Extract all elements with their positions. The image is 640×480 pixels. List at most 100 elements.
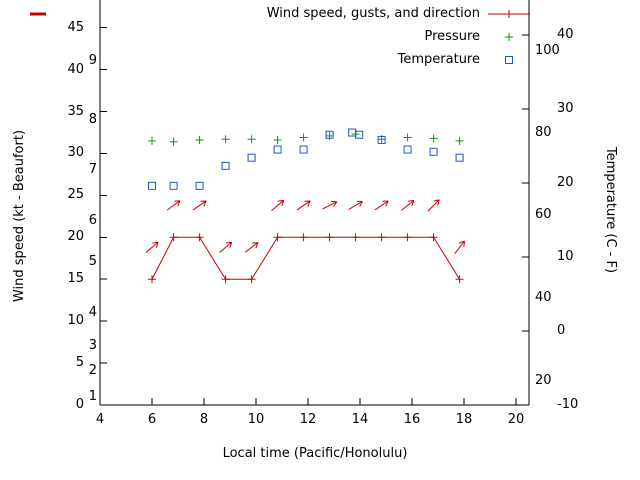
x-tick-label: 18: [455, 412, 473, 427]
right-y-tick-label: 10: [557, 248, 574, 264]
left-y-axis-title: Wind speed (kt - Beaufort): [12, 129, 27, 303]
beaufort-scale-label: 9: [88, 53, 97, 69]
pressure-point: [221, 135, 230, 144]
left-y-tick-label: 20: [67, 229, 84, 245]
temperature-point: [325, 130, 334, 139]
wind-direction-arrow: [374, 200, 389, 211]
right-y-tick-label: 30: [557, 100, 574, 116]
legend-sample-temperature-marker: [505, 56, 513, 64]
pressure-point: [403, 133, 412, 142]
temperature-point: [455, 153, 464, 162]
beaufort-scale-label: 3: [88, 338, 97, 354]
beaufort-scale-label: 7: [88, 162, 97, 178]
wind-direction-arrow: [244, 242, 259, 253]
fahrenheit-scale-label: 80: [535, 125, 552, 141]
wind-point: [273, 233, 282, 242]
wind-point: [351, 233, 360, 242]
pressure-point: [148, 136, 156, 145]
fahrenheit-scale-label: 40: [535, 290, 552, 306]
temperature-point: [148, 181, 156, 190]
left-y-tick-label: 40: [67, 61, 84, 77]
right-y-tick-label: 40: [557, 26, 574, 42]
left-y-tick-label: 0: [75, 397, 84, 412]
temperature-point: [221, 161, 230, 170]
left-y-tick-label: 45: [67, 19, 84, 35]
wind-point: [299, 233, 308, 242]
wind-point: [247, 275, 256, 284]
wind-direction-arrow: [271, 199, 285, 211]
wind-point: [325, 233, 334, 242]
pressure-point: [299, 133, 308, 142]
temperature-point: [355, 130, 364, 139]
temperature-point: [403, 145, 412, 154]
x-tick-label: 14: [351, 412, 369, 427]
temperature-point: [169, 181, 178, 190]
x-tick-label: 16: [403, 412, 421, 427]
wind-direction-arrow: [400, 200, 415, 211]
wind-point: [148, 275, 156, 284]
x-tick-label: 8: [199, 412, 209, 427]
wind-point: [455, 275, 464, 284]
legend-label-wind: Wind speed, gusts, and direction: [266, 6, 480, 21]
legend-label-temperature: Temperature: [397, 52, 480, 67]
wind-point: [403, 233, 412, 242]
wind-direction-arrow: [145, 241, 159, 253]
beaufort-scale-label: 2: [88, 363, 97, 379]
x-tick-label: 6: [147, 412, 157, 427]
wind-speed-line: [151, 236, 461, 280]
x-tick-label: 10: [247, 412, 265, 427]
wind-direction-arrow: [454, 240, 466, 254]
right-y-axis-title: Temperature (C - F): [603, 146, 618, 274]
wind-direction-arrow: [296, 200, 311, 211]
wind-point: [221, 275, 230, 284]
pressure-point: [247, 135, 256, 144]
legend-wind-plus-marker: [505, 10, 513, 18]
wind-point: [429, 233, 438, 242]
wind-point: [169, 233, 178, 242]
beaufort-scale-label: 1: [88, 388, 97, 404]
legend-temperature-square-marker: [505, 56, 513, 64]
pressure-point: [195, 136, 204, 145]
pressure-point: [429, 134, 438, 143]
legend-sample-pressure-marker: [505, 33, 513, 41]
left-y-tick-label: 15: [67, 271, 84, 287]
right-y-tick-label: 20: [557, 174, 574, 190]
right-y-tick-label: -10: [557, 397, 579, 412]
legend-label-pressure: Pressure: [424, 29, 480, 44]
left-y-tick-label: 35: [67, 103, 84, 119]
temperature-point: [247, 153, 256, 162]
x-tick-label: 4: [95, 412, 105, 427]
wind-direction-arrow: [166, 200, 181, 211]
right-y-tick-label: 0: [557, 322, 566, 338]
wind-direction-arrow: [348, 200, 363, 210]
temperature-point: [429, 147, 438, 156]
beaufort-scale-label: 4: [88, 304, 97, 320]
beaufort-scale-label: 6: [88, 212, 97, 228]
fahrenheit-scale-label: 20: [535, 372, 552, 388]
beaufort-scale-label: 8: [88, 111, 97, 127]
pressure-point: [273, 136, 282, 145]
left-y-tick-label: 10: [67, 313, 84, 329]
wind-point: [377, 233, 386, 242]
wind-point: [195, 233, 204, 242]
wind-direction-arrow: [192, 200, 207, 211]
wind-direction-arrow: [322, 200, 338, 210]
temperature-point: [195, 181, 204, 190]
temperature-point: [348, 128, 357, 137]
pressure-point: [455, 136, 464, 145]
beaufort-scale-label: 5: [88, 254, 97, 270]
left-y-tick-label: 30: [67, 145, 84, 161]
x-tick-label: 12: [299, 412, 317, 427]
wind-direction-arrow: [219, 241, 233, 253]
left-y-tick-label: 5: [75, 355, 84, 371]
left-y-tick-label: 25: [67, 187, 84, 203]
temperature-point: [377, 135, 386, 144]
fahrenheit-scale-label: 100: [535, 43, 560, 59]
x-axis-title: Local time (Pacific/Honolulu): [222, 446, 408, 461]
legend-sample-wind-line: [488, 10, 530, 18]
wind-direction-arrow: [427, 199, 440, 212]
x-tick-label: 20: [507, 412, 525, 427]
fahrenheit-scale-label: 60: [535, 207, 552, 223]
pressure-point: [169, 137, 178, 146]
